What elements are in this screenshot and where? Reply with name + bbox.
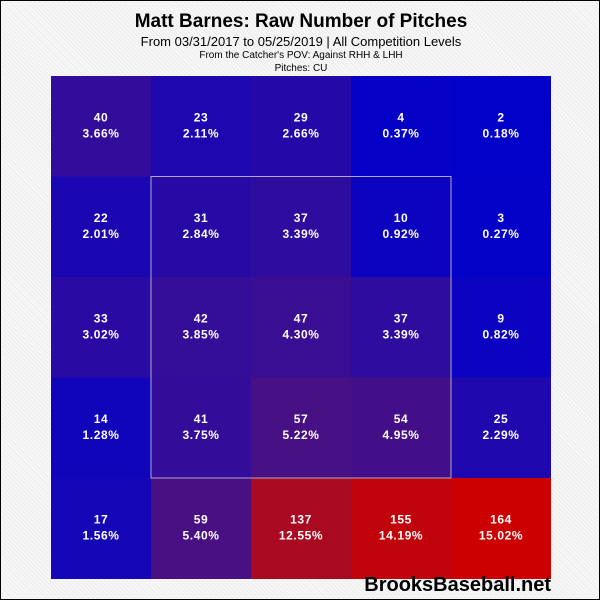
heatmap-cell (251, 76, 351, 177)
heatmap-cell (51, 76, 151, 177)
heatmap-cell (451, 76, 551, 177)
watermark: BrooksBaseball.net (364, 574, 551, 596)
cell-count-label: 31 (194, 211, 209, 225)
heatmap-cell (251, 176, 351, 278)
chart-title: Matt Barnes: Raw Number of Pitches (134, 11, 468, 32)
cell-percent-label: 4.95% (382, 428, 419, 442)
cell-percent-label: 3.39% (282, 227, 319, 241)
heatmap-cell (351, 176, 451, 278)
cell-count-label: 37 (294, 211, 309, 225)
cell-count-label: 17 (94, 512, 109, 526)
cell-percent-label: 2.01% (82, 227, 119, 241)
heatmap-cell (51, 176, 151, 278)
cell-count-label: 29 (294, 110, 309, 124)
heatmap-cell (51, 277, 151, 378)
cell-count-label: 47 (294, 311, 309, 325)
cell-percent-label: 1.28% (82, 428, 119, 442)
strike-zone-box (150, 176, 452, 479)
cell-percent-label: 4.30% (282, 327, 319, 341)
cell-count-label: 3 (497, 211, 504, 225)
cell-count-label: 23 (194, 110, 209, 124)
cell-count-label: 41 (194, 412, 209, 426)
heatmap-cell (351, 277, 451, 378)
cell-count-label: 14 (94, 412, 109, 426)
cell-count-label: 4 (397, 110, 404, 124)
cell-percent-label: 0.37% (382, 126, 419, 140)
cell-percent-label: 2.11% (183, 126, 219, 140)
cell-percent-label: 14.19% (379, 528, 423, 542)
cell-count-label: 10 (394, 211, 409, 225)
cell-percent-label: 5.22% (282, 428, 319, 442)
cell-count-label: 42 (194, 311, 209, 325)
heatmap-cell (151, 277, 251, 378)
chart-pitches-label: Pitches: CU (274, 63, 328, 74)
cell-percent-label: 0.18% (482, 126, 519, 140)
chart-pov-label: From the Catcher's POV: Against RHH & LH… (199, 50, 403, 61)
heatmap-cell (351, 377, 451, 479)
cell-percent-label: 0.82% (482, 327, 519, 341)
cell-count-label: 40 (94, 110, 109, 124)
cell-percent-label: 3.85% (182, 327, 219, 341)
cell-percent-label: 12.55% (279, 528, 323, 542)
cell-percent-label: 15.02% (479, 528, 523, 542)
cell-percent-label: 2.29% (482, 428, 519, 442)
cell-count-label: 2 (497, 110, 504, 124)
cell-percent-label: 2.84% (182, 227, 219, 241)
cell-count-label: 155 (390, 512, 412, 526)
cell-count-label: 33 (94, 311, 109, 325)
cell-percent-label: 3.66% (82, 126, 119, 140)
cell-percent-label: 5.40% (182, 528, 219, 542)
heatmap-cell (251, 277, 351, 378)
cell-count-label: 9 (497, 311, 504, 325)
cell-count-label: 59 (194, 512, 209, 526)
cell-count-label: 54 (394, 412, 409, 426)
heatmap-cell (451, 176, 551, 278)
cell-count-label: 37 (394, 311, 409, 325)
cell-percent-label: 3.75% (182, 428, 219, 442)
heatmap-cell (251, 478, 351, 579)
heatmap-cell (451, 377, 551, 479)
cell-percent-label: 3.39% (382, 327, 419, 341)
cell-percent-label: 1.56% (82, 528, 119, 542)
cell-count-label: 164 (490, 512, 512, 526)
heatmap-cell (351, 478, 451, 579)
heatmap-cell (151, 176, 251, 278)
cell-count-label: 137 (290, 512, 312, 526)
heatmap-cell (51, 377, 151, 479)
cell-percent-label: 2.66% (282, 126, 319, 140)
chart-subtitle: From 03/31/2017 to 05/25/2019 | All Comp… (140, 34, 462, 49)
cell-percent-label: 0.27% (482, 227, 519, 241)
cell-count-label: 22 (94, 211, 109, 225)
cell-percent-label: 0.92% (382, 227, 419, 241)
heatmap-cell (351, 76, 451, 177)
cell-count-label: 25 (494, 412, 509, 426)
cell-count-label: 57 (294, 412, 309, 426)
heatmap-cell (151, 76, 251, 177)
heatmap-cell (51, 478, 151, 579)
heatmap-cell (451, 478, 551, 579)
heatmap-cell (251, 377, 351, 479)
heatmap-cell (151, 377, 251, 479)
heatmap-cell (451, 277, 551, 378)
heatmap-cell (151, 478, 251, 579)
cell-percent-label: 3.02% (82, 327, 119, 341)
